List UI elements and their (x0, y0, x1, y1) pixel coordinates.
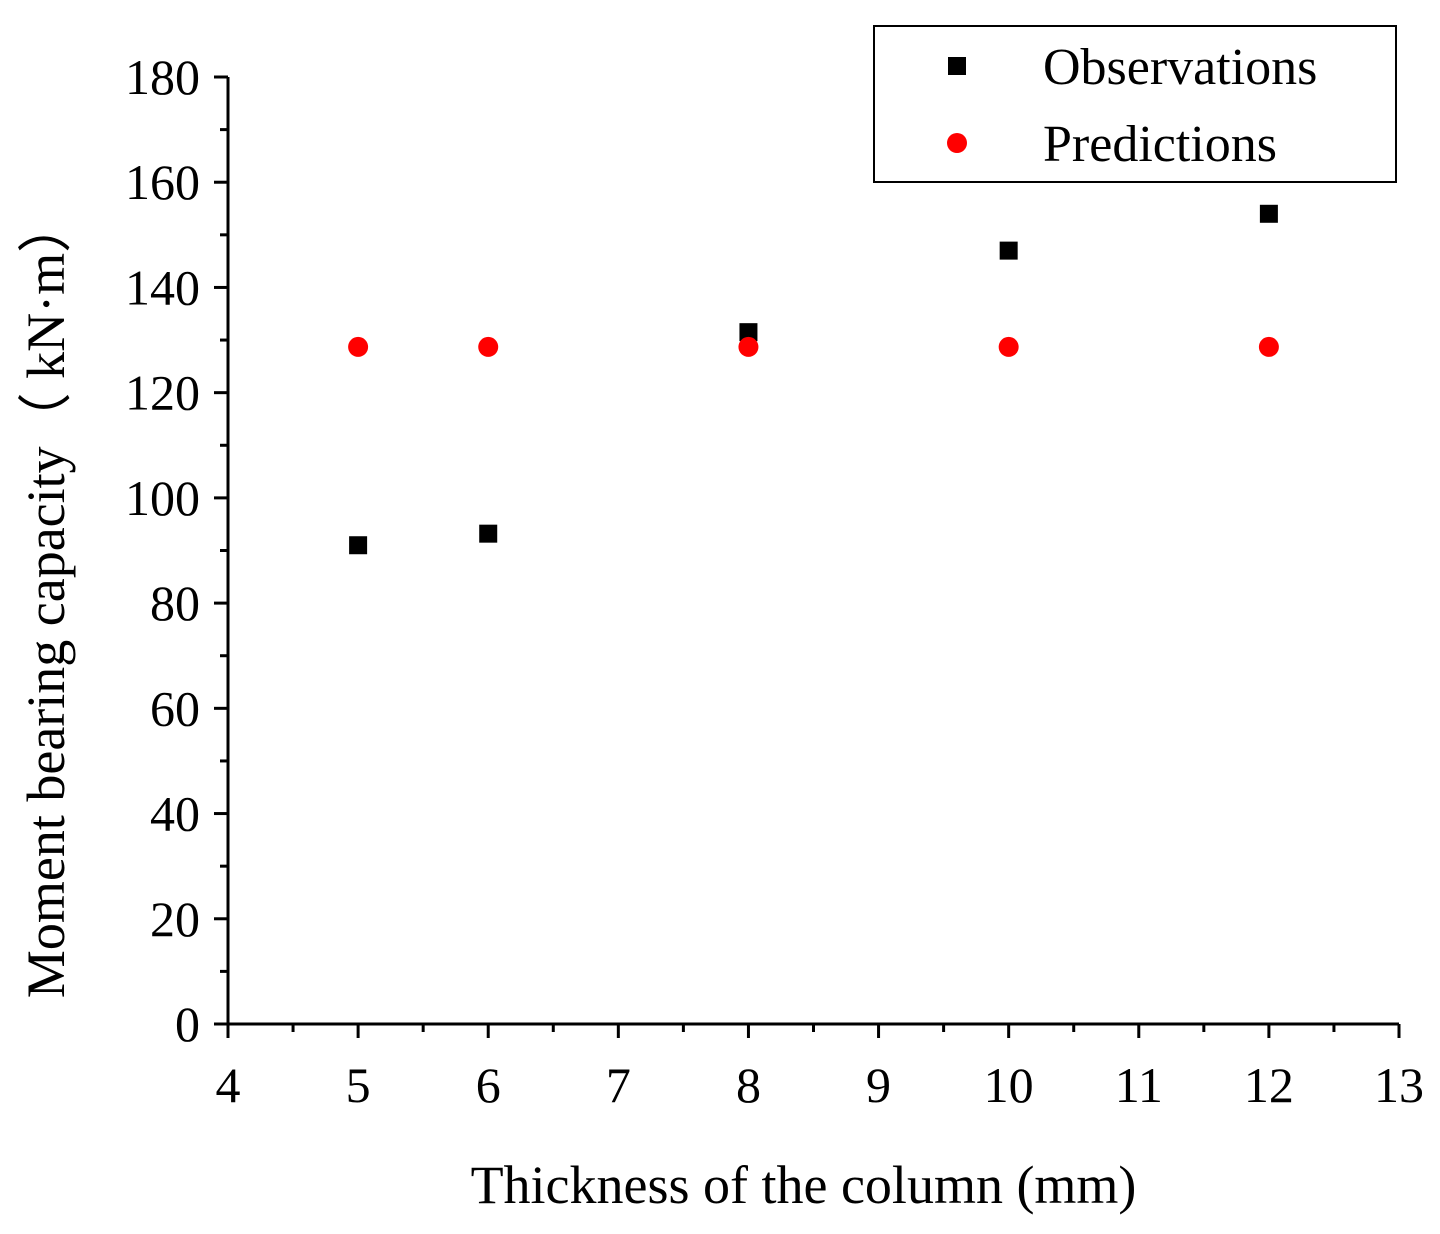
ticks (214, 75, 1401, 1038)
observation-point (999, 241, 1018, 260)
x-tick-label: 13 (1374, 1057, 1424, 1113)
y-tick-label: 160 (125, 154, 200, 210)
series-layer (348, 204, 1279, 555)
legend: Observations Predictions (873, 25, 1397, 183)
x-tick-label: 6 (476, 1057, 501, 1113)
axes (226, 77, 1399, 1026)
y-axis-title: Moment bearing capacity（ kN·m） (16, 199, 76, 998)
y-tick-label: 20 (150, 891, 200, 947)
observation-point (349, 536, 368, 555)
tick-labels: 4 5 6 7 8 9 10 11 12 13 0 20 40 60 80 100 120 140 160 180 (125, 49, 1424, 1113)
y-tick-label: 40 (150, 786, 200, 842)
x-axis-title: Thickness of the column (mm) (471, 1155, 1137, 1215)
x-tick-label: 12 (1244, 1057, 1294, 1113)
x-tick-label: 9 (866, 1057, 891, 1113)
y-tick-label: 180 (125, 49, 200, 105)
prediction-point (738, 336, 759, 357)
prediction-point (998, 336, 1019, 357)
prediction-point (478, 336, 499, 357)
observation-point (479, 524, 498, 543)
y-tick-label: 60 (150, 680, 200, 736)
series-observations (349, 204, 1278, 555)
legend-marker-observations (948, 57, 966, 75)
legend-box (873, 25, 1397, 183)
x-tick-label: 4 (216, 1057, 241, 1113)
prediction-point (348, 336, 369, 357)
y-tick-label: 100 (125, 470, 200, 526)
x-tick-label: 7 (606, 1057, 631, 1113)
y-tick-label: 120 (125, 365, 200, 421)
legend-marker-predictions (947, 133, 967, 153)
x-tick-label: 10 (984, 1057, 1034, 1113)
legend-entries: Observations Predictions (947, 39, 1317, 173)
x-tick-label: 8 (736, 1057, 761, 1113)
observation-point (1259, 204, 1278, 223)
legend-label-predictions: Predictions (1043, 116, 1277, 173)
x-tick-label: 5 (346, 1057, 371, 1113)
y-tick-label: 140 (125, 259, 200, 315)
y-tick-label: 80 (150, 575, 200, 631)
y-tick-label: 0 (175, 996, 200, 1052)
x-tick-label: 11 (1115, 1057, 1163, 1113)
series-predictions (348, 336, 1279, 357)
prediction-point (1258, 336, 1279, 357)
observation-point (739, 323, 758, 342)
legend-label-observations: Observations (1043, 39, 1317, 96)
